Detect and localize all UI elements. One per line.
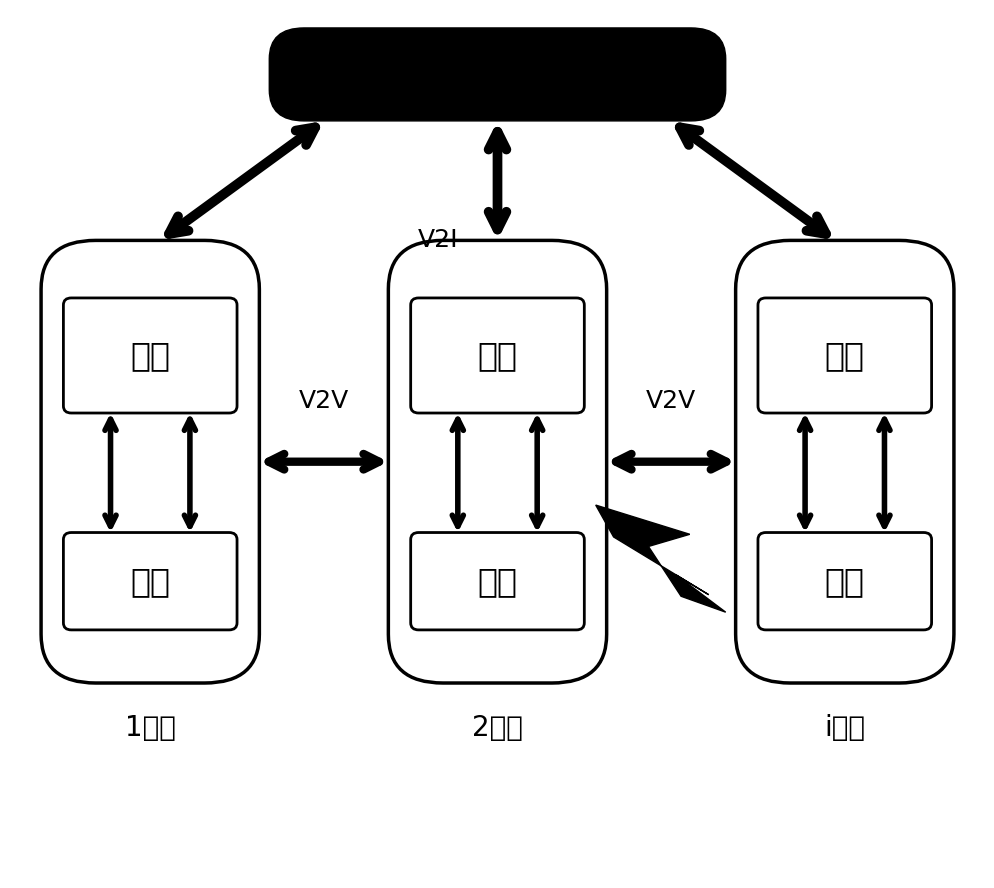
Text: i号车: i号车 <box>823 714 865 742</box>
Text: 下层: 下层 <box>130 565 170 598</box>
FancyBboxPatch shape <box>735 241 953 683</box>
FancyBboxPatch shape <box>64 298 237 413</box>
Text: V2V: V2V <box>645 389 696 413</box>
Polygon shape <box>595 505 725 612</box>
Text: 上层: 上层 <box>477 339 517 372</box>
Text: 1号车: 1号车 <box>124 714 176 742</box>
FancyBboxPatch shape <box>757 298 930 413</box>
Text: 上层: 上层 <box>824 339 864 372</box>
FancyBboxPatch shape <box>411 298 583 413</box>
Text: V2I: V2I <box>417 228 458 252</box>
Text: 上层: 上层 <box>130 339 170 372</box>
FancyBboxPatch shape <box>757 533 930 630</box>
FancyBboxPatch shape <box>64 533 237 630</box>
Text: 下层: 下层 <box>477 565 517 598</box>
FancyBboxPatch shape <box>388 241 606 683</box>
FancyBboxPatch shape <box>411 533 583 630</box>
Text: 2号车: 2号车 <box>471 714 523 742</box>
FancyBboxPatch shape <box>41 241 259 683</box>
FancyBboxPatch shape <box>269 28 725 121</box>
Text: 下层: 下层 <box>824 565 864 598</box>
Text: V2V: V2V <box>298 389 349 413</box>
